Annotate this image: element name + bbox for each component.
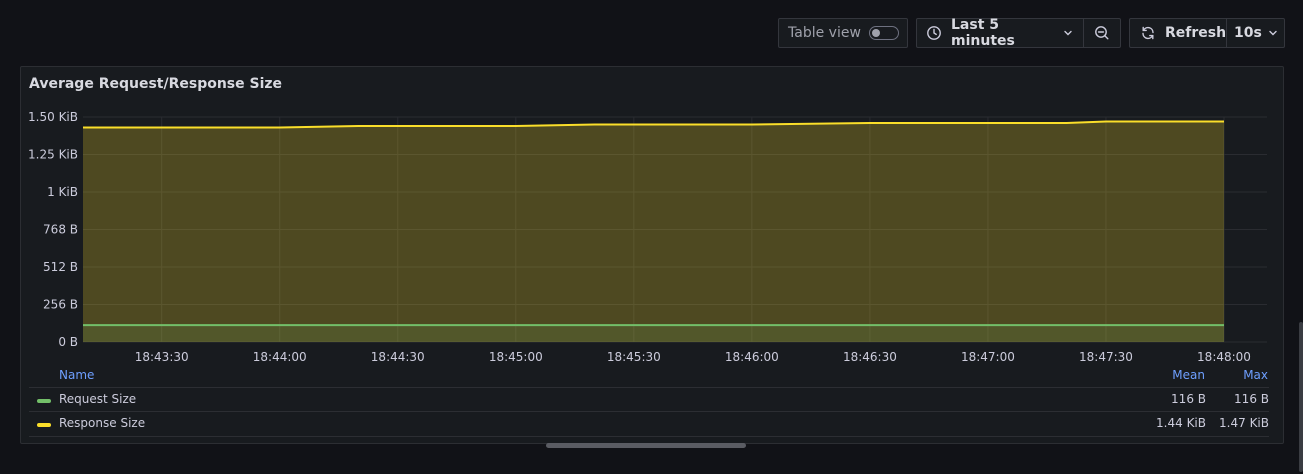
x-tick-label: 18:47:30	[1079, 350, 1133, 364]
legend-swatch	[37, 399, 51, 403]
panel-title[interactable]: Average Request/Response Size	[29, 76, 283, 92]
refresh-interval-dropdown[interactable]: 10s	[1226, 19, 1278, 47]
x-tick-label: 18:45:30	[607, 350, 661, 364]
legend-header-mean[interactable]: Mean	[1172, 368, 1205, 382]
legend-header-max[interactable]: Max	[1243, 368, 1268, 382]
y-tick-label: 0 B	[58, 335, 78, 349]
clock-icon	[926, 25, 942, 41]
y-tick-label: 1 KiB	[47, 185, 78, 199]
legend-row-request-size[interactable]: Request Size 116 B 116 B	[29, 387, 1269, 412]
refresh-interval-value: 10s	[1234, 25, 1262, 41]
x-tick-label: 18:44:00	[253, 350, 307, 364]
series-line	[83, 120, 1224, 129]
x-tick-label: 18:44:30	[371, 350, 425, 364]
chevron-down-icon	[1268, 28, 1278, 38]
x-tick-label: 18:48:00	[1197, 350, 1251, 364]
dashboard-toolbar: Table view Last 5 minutes Refresh 10	[0, 0, 1303, 66]
table-view-switch[interactable]	[869, 26, 899, 40]
horizontal-scrollbar[interactable]	[546, 443, 746, 448]
legend-swatch	[37, 423, 51, 427]
time-range-label: Last 5 minutes	[951, 17, 1015, 49]
x-tick-label: 18:45:00	[489, 350, 543, 364]
zoom-out-icon	[1094, 25, 1110, 41]
legend-header-name[interactable]: Name	[59, 368, 95, 382]
y-tick-label: 768 B	[43, 223, 78, 237]
time-range-picker: Last 5 minutes	[916, 17, 1121, 49]
legend-series-name[interactable]: Request Size	[59, 392, 137, 406]
x-tick-label: 18:47:00	[961, 350, 1015, 364]
y-tick-label: 1.50 KiB	[28, 110, 78, 124]
x-tick-label: 18:43:30	[135, 350, 189, 364]
legend-mean-value: 116 B	[1171, 392, 1206, 406]
switch-knob	[872, 29, 880, 37]
refresh-label: Refresh	[1165, 25, 1227, 41]
y-tick-label: 256 B	[43, 298, 78, 312]
refresh-icon	[1140, 25, 1156, 41]
legend-mean-value: 1.44 KiB	[1156, 416, 1206, 430]
table-view-toggle[interactable]: Table view	[778, 18, 908, 48]
timeseries-chart[interactable]: 0 B 256 B 512 B 768 B 1 KiB 1.25 KiB 1.50 KiB 1…	[21, 67, 1283, 367]
chart-panel: Average Request/Response Size 0 B 256 B 51…	[20, 66, 1284, 448]
legend-row-response-size[interactable]: Response Size 1.44 KiB 1.47 KiB	[29, 411, 1269, 437]
refresh-button[interactable]: Refresh	[1130, 19, 1226, 47]
y-tick-label: 1.25 KiB	[28, 148, 78, 162]
zoom-out-button[interactable]	[1083, 19, 1120, 47]
x-tick-label: 18:46:00	[725, 350, 779, 364]
legend-max-value: 1.47 KiB	[1219, 416, 1269, 430]
page-scrollbar[interactable]	[1299, 322, 1303, 472]
legend-max-value: 116 B	[1234, 392, 1269, 406]
x-tick-label: 18:46:30	[843, 350, 897, 364]
series-area	[83, 121, 1224, 342]
y-tick-label: 512 B	[43, 260, 78, 274]
time-range-button[interactable]: Last 5 minutes	[917, 17, 1083, 49]
table-view-label: Table view	[788, 25, 861, 41]
series-area	[83, 325, 1224, 342]
legend-series-name[interactable]: Response Size	[59, 416, 146, 430]
chevron-down-icon	[1063, 28, 1073, 38]
refresh-picker: Refresh 10s	[1129, 18, 1285, 48]
